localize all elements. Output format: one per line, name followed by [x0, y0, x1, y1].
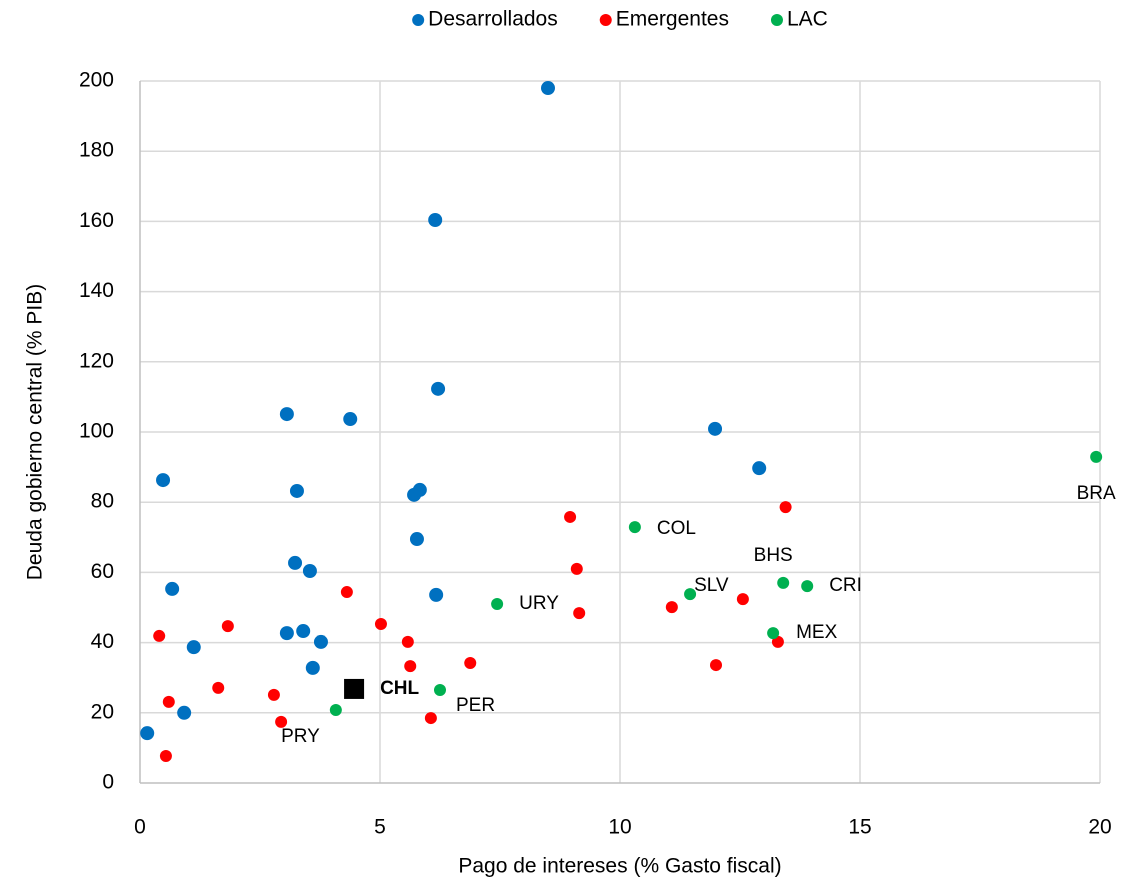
y-tick-label: 80 [91, 490, 114, 513]
highlight-marker [344, 678, 365, 699]
y-tick-label: 0 [102, 771, 114, 794]
data-point [429, 587, 444, 602]
data-point [165, 581, 180, 596]
data-point [710, 659, 722, 672]
point-label: MEX [796, 622, 838, 643]
data-point [404, 660, 417, 673]
data-point [289, 483, 304, 498]
y-tick-label: 20 [91, 700, 114, 723]
data-point [177, 705, 192, 720]
point-label: COL [657, 518, 696, 539]
y-axis-label: Deuda gobierno central (% PIB) [24, 284, 47, 581]
point-label: SLV [694, 575, 729, 596]
data-point [464, 656, 477, 669]
data-point [279, 626, 294, 641]
data-point [374, 617, 387, 630]
data-point [570, 562, 583, 575]
data-point [541, 81, 555, 96]
data-point [428, 212, 443, 227]
data-point [752, 461, 767, 476]
point-label: PRY [281, 726, 320, 747]
data-point [340, 586, 353, 599]
data-point [162, 695, 175, 708]
highlight-label: CHL [380, 678, 419, 699]
data-point [279, 407, 294, 422]
data-point [424, 712, 437, 725]
legend-label: LAC [787, 8, 828, 31]
data-point [434, 683, 446, 696]
data-point [186, 640, 201, 655]
x-tick-label: 15 [848, 816, 871, 839]
data-point [156, 473, 171, 488]
data-point [573, 607, 586, 620]
x-tick-label: 5 [374, 816, 386, 839]
data-point [153, 629, 166, 642]
data-point [564, 510, 577, 523]
legend-marker [412, 14, 425, 26]
data-point [767, 627, 780, 640]
data-point [1090, 450, 1103, 463]
data-point [343, 412, 358, 427]
data-point [305, 660, 320, 675]
point-label: PER [456, 695, 495, 716]
data-point [771, 635, 784, 648]
legend-label: Desarrollados [428, 8, 558, 31]
y-tick-label: 160 [79, 209, 114, 232]
data-point [684, 588, 697, 601]
data-point [736, 593, 749, 606]
data-point [329, 703, 342, 716]
data-point [801, 580, 814, 593]
data-point [777, 576, 790, 589]
y-tick-label: 180 [79, 139, 114, 162]
legend-marker [599, 14, 612, 26]
data-point [412, 482, 427, 497]
point-label: BRA [1077, 483, 1116, 504]
data-point [221, 620, 234, 633]
y-tick-label: 100 [79, 420, 114, 443]
data-point [409, 532, 424, 547]
data-point [275, 715, 288, 728]
data-point [401, 635, 414, 648]
x-axis-label: Pago de intereses (% Gasto fiscal) [458, 855, 781, 878]
point-label: CRI [829, 575, 862, 596]
data-point [140, 726, 155, 741]
data-point [313, 634, 328, 649]
data-point [628, 521, 641, 534]
data-point [302, 563, 317, 578]
data-point [159, 749, 172, 762]
y-tick-label: 120 [79, 349, 114, 372]
legend-label: Emergentes [616, 8, 729, 31]
y-tick-label: 140 [79, 279, 114, 302]
x-tick-label: 10 [608, 816, 631, 839]
legend-marker [770, 14, 783, 26]
x-tick-label: 20 [1088, 816, 1111, 839]
point-label: URY [519, 593, 559, 614]
data-point [288, 555, 303, 570]
x-tick-label: 0 [134, 816, 146, 839]
data-point [431, 381, 446, 396]
data-point [296, 624, 311, 639]
y-tick-label: 60 [91, 560, 114, 583]
data-point [212, 681, 225, 694]
data-point [491, 597, 504, 610]
point-label: BHS [754, 545, 793, 566]
data-point [708, 421, 723, 436]
data-point [779, 501, 792, 514]
data-point [665, 601, 678, 614]
y-tick-label: 40 [91, 630, 114, 653]
data-point [267, 688, 280, 701]
y-tick-label: 200 [79, 69, 114, 92]
